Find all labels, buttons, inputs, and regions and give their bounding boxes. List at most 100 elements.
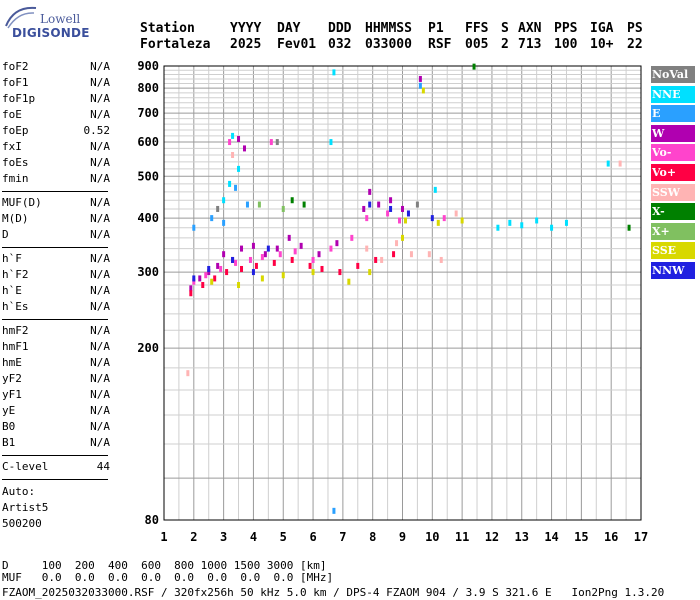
legend-item-noval: NoVal (651, 66, 695, 83)
param-name: yF2 (2, 372, 22, 385)
data-point-nnw (406, 210, 410, 217)
data-point-w (418, 75, 422, 82)
param-name: foEp (2, 124, 29, 137)
data-point-sse (368, 269, 372, 276)
data-point-w (362, 205, 366, 212)
param-value: N/A (90, 388, 110, 401)
data-point-sse (347, 278, 351, 285)
x-tick-label: 7 (339, 530, 346, 544)
param-row: h`E N/A (2, 283, 110, 299)
data-point-vo- (240, 265, 244, 272)
legend-item-nnw: NNW (651, 262, 695, 279)
auto-label: Auto: (2, 485, 36, 498)
header-label: DAY (277, 21, 301, 36)
data-point-e (234, 184, 238, 191)
data-point-ssw (231, 151, 235, 158)
data-point-nne (228, 180, 232, 187)
param-row: foE N/A (2, 107, 110, 123)
data-point-sse (436, 219, 440, 226)
header-value: 22 (627, 37, 643, 52)
header-value: Fev01 (277, 37, 317, 52)
logo-lowell-text: Lowell (40, 12, 81, 26)
data-point-sse (401, 234, 404, 241)
param-name: h`F2 (2, 268, 29, 281)
header-label: PS (627, 21, 643, 36)
data-point-vo- (189, 290, 193, 297)
data-point-noval (216, 205, 220, 212)
data-point-vo- (311, 256, 315, 263)
data-point-sse (460, 217, 464, 224)
data-point-x- (281, 205, 285, 212)
param-name: MUF(D) (2, 196, 42, 209)
header-value: 2 (501, 37, 509, 52)
data-point-w (198, 275, 202, 282)
data-point-e (245, 201, 249, 208)
data-point-sse (281, 272, 285, 279)
divider (2, 247, 108, 248)
param-row: yF2 N/A (2, 371, 110, 387)
param-value: N/A (90, 228, 110, 241)
data-point-e (192, 224, 196, 231)
x-tick-label: 15 (574, 530, 588, 544)
param-row: foF2 N/A (2, 59, 110, 75)
data-point-vo- (201, 282, 205, 289)
data-point-sse (403, 217, 407, 224)
param-value: N/A (90, 172, 110, 185)
data-point-vo- (329, 245, 333, 252)
data-point-sse (311, 269, 315, 276)
param-name: D (2, 228, 9, 241)
param-value: N/A (90, 436, 110, 449)
data-point-vo- (228, 139, 232, 146)
data-point-ssw (186, 370, 190, 377)
x-tick-label: 10 (425, 530, 439, 544)
footer-muf-row: MUF 0.0 0.0 0.0 0.0 0.0 0.0 0.0 0.0 [MHz… (2, 571, 334, 584)
data-point-nnw (266, 245, 270, 252)
data-point-ssw (380, 256, 384, 263)
param-name: h`E (2, 284, 22, 297)
data-point-vo- (219, 265, 223, 272)
param-value: N/A (90, 420, 110, 433)
data-point-vo- (234, 259, 238, 266)
param-name: fxI (2, 140, 22, 153)
param-row: B0 N/A (2, 419, 110, 435)
param-name: M(D) (2, 212, 29, 225)
logo-swoosh-icon (5, 6, 37, 29)
data-point-nne (433, 186, 437, 193)
x-tick-label: 12 (485, 530, 499, 544)
param-value: N/A (90, 92, 110, 105)
data-point-w (216, 262, 220, 269)
legend-item-ssw: SSW (651, 183, 695, 201)
param-row: foEp 0.52 (2, 123, 110, 139)
param-name: foF2 (2, 60, 29, 73)
data-point-nnw (207, 265, 211, 272)
data-point-nne (550, 224, 554, 231)
data-point-nnw (368, 201, 372, 208)
data-point-sse (210, 278, 214, 285)
x-tick-label: 6 (309, 530, 316, 544)
data-point-w (237, 135, 241, 142)
header-label: YYYY (230, 21, 262, 36)
param-name: fmin (2, 172, 29, 185)
header-value: Fortaleza (140, 37, 211, 52)
param-row: h`Es N/A (2, 299, 110, 315)
y-tick-label: 500 (137, 169, 159, 183)
param-name: hmF2 (2, 324, 29, 337)
data-point-x- (472, 63, 476, 70)
divider (2, 479, 108, 480)
param-value: N/A (90, 60, 110, 73)
param-value: N/A (90, 372, 110, 385)
data-point-vo- (365, 215, 369, 222)
data-point-w (368, 188, 372, 195)
data-point-nne (496, 224, 500, 231)
data-point-vo- (356, 262, 360, 269)
clevel-value: 44 (96, 460, 110, 473)
param-name: foF1p (2, 92, 36, 105)
data-point-w (401, 205, 404, 212)
legend-item-x-: X+ (651, 222, 695, 240)
param-row: h`F N/A (2, 251, 110, 267)
header-values-row: Fortaleza 2025 Fev01 032 033000 RSF 005 … (140, 37, 660, 53)
x-tick-label: 16 (604, 530, 618, 544)
plot-frame (163, 65, 642, 521)
y-tick-label: 200 (137, 341, 159, 355)
